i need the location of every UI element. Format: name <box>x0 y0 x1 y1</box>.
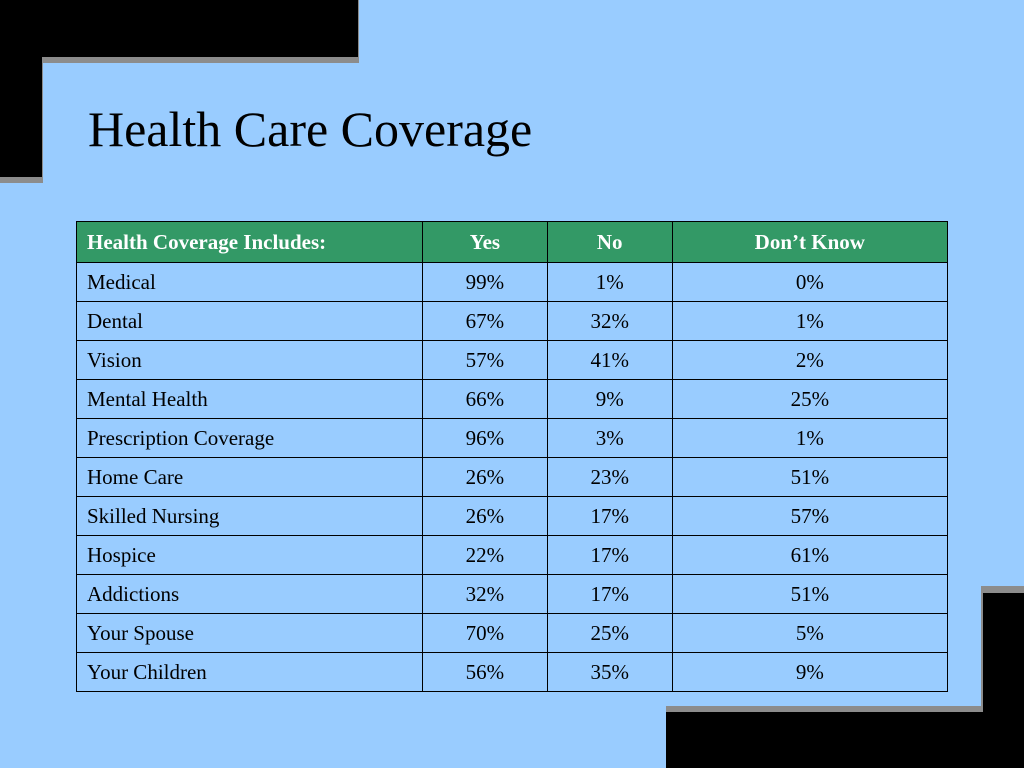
yes-cell: 66% <box>422 379 548 419</box>
table-row: Vision 57% 41% 2% <box>76 340 949 380</box>
no-cell: 35% <box>546 652 673 692</box>
yes-cell: 26% <box>422 496 548 536</box>
corner-decoration-bottom-right <box>666 712 1024 768</box>
table-header: Health Coverage Includes: Yes No Don’t K… <box>76 221 949 263</box>
coverage-table: Health Coverage Includes: Yes No Don’t K… <box>76 221 949 692</box>
yes-cell: 57% <box>422 340 548 380</box>
dont-know-cell: 2% <box>671 340 949 380</box>
coverage-item-cell: Mental Health <box>76 379 423 419</box>
coverage-item-cell: Medical <box>76 262 423 302</box>
coverage-item-cell: Prescription Coverage <box>76 418 423 458</box>
table-row: Skilled Nursing 26% 17% 57% <box>76 496 949 536</box>
no-cell: 17% <box>546 496 673 536</box>
yes-cell: 67% <box>422 301 548 341</box>
dont-know-cell: 9% <box>671 652 949 692</box>
table-body: Medical 99% 1% 0% Dental 67% 32% 1% Vision 57% 41%… <box>76 262 949 692</box>
no-cell: 23% <box>546 457 673 497</box>
header-no: No <box>546 221 673 263</box>
table-header-row: Health Coverage Includes: Yes No Don’t K… <box>76 221 949 263</box>
coverage-item-cell: Hospice <box>76 535 423 575</box>
table-row: Prescription Coverage 96% 3% 1% <box>76 418 949 458</box>
coverage-item-cell: Skilled Nursing <box>76 496 423 536</box>
table-row: Your Children 56% 35% 9% <box>76 652 949 692</box>
no-cell: 41% <box>546 340 673 380</box>
yes-cell: 32% <box>422 574 548 614</box>
no-cell: 3% <box>546 418 673 458</box>
dont-know-cell: 1% <box>671 418 949 458</box>
dont-know-cell: 5% <box>671 613 949 653</box>
table-row: Mental Health 66% 9% 25% <box>76 379 949 419</box>
yes-cell: 70% <box>422 613 548 653</box>
header-yes: Yes <box>422 221 548 263</box>
coverage-item-cell: Vision <box>76 340 423 380</box>
coverage-item-cell: Home Care <box>76 457 423 497</box>
yes-cell: 99% <box>422 262 548 302</box>
dont-know-cell: 1% <box>671 301 949 341</box>
table-row: Hospice 22% 17% 61% <box>76 535 949 575</box>
table-row: Home Care 26% 23% 51% <box>76 457 949 497</box>
yes-cell: 96% <box>422 418 548 458</box>
dont-know-cell: 61% <box>671 535 949 575</box>
corner-decoration-top-left <box>0 0 358 57</box>
dont-know-cell: 57% <box>671 496 949 536</box>
no-cell: 32% <box>546 301 673 341</box>
no-cell: 9% <box>546 379 673 419</box>
slide-title: Health Care Coverage <box>88 101 533 157</box>
table-row: Medical 99% 1% 0% <box>76 262 949 302</box>
no-cell: 1% <box>546 262 673 302</box>
no-cell: 25% <box>546 613 673 653</box>
table-row: Addictions 32% 17% 51% <box>76 574 949 614</box>
yes-cell: 26% <box>422 457 548 497</box>
dont-know-cell: 0% <box>671 262 949 302</box>
coverage-item-cell: Your Spouse <box>76 613 423 653</box>
coverage-item-cell: Dental <box>76 301 423 341</box>
table-row: Your Spouse 70% 25% 5% <box>76 613 949 653</box>
coverage-item-cell: Addictions <box>76 574 423 614</box>
dont-know-cell: 51% <box>671 457 949 497</box>
table-row: Dental 67% 32% 1% <box>76 301 949 341</box>
no-cell: 17% <box>546 535 673 575</box>
yes-cell: 22% <box>422 535 548 575</box>
coverage-item-cell: Your Children <box>76 652 423 692</box>
header-dont-know: Don’t Know <box>671 221 949 263</box>
yes-cell: 56% <box>422 652 548 692</box>
header-coverage-includes: Health Coverage Includes: <box>76 221 423 263</box>
dont-know-cell: 51% <box>671 574 949 614</box>
no-cell: 17% <box>546 574 673 614</box>
corner-decoration-top-left <box>0 0 42 177</box>
dont-know-cell: 25% <box>671 379 949 419</box>
